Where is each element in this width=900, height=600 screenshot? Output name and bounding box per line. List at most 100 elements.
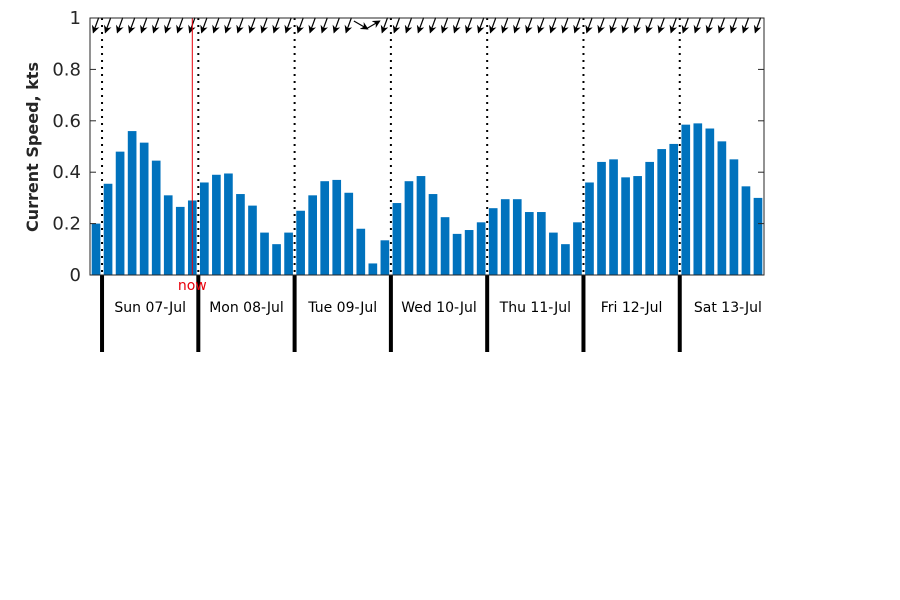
bar [260,232,269,275]
direction-arrow [404,17,413,34]
direction-arrow [212,17,220,34]
direction-arrow [489,17,497,34]
day-label: Fri 12-Jul [601,300,663,316]
bar [272,244,281,275]
y-tick-label: 0 [70,265,81,286]
direction-arrow [681,17,690,34]
direction-arrow [657,17,666,34]
direction-arrow [609,17,617,34]
now-label: now [178,278,207,294]
direction-arrow [224,17,232,34]
bar [500,199,510,275]
bar [512,199,522,275]
bar [633,176,642,275]
direction-arrow [705,17,714,34]
direction-arrow [152,17,160,34]
bar [681,124,691,275]
bar [344,192,354,275]
bar [115,151,125,275]
bar [753,197,763,275]
bar [669,143,679,275]
bar [248,205,257,275]
bar [741,186,751,275]
y-axis: 0 0.2 0.4 0.6 0.8 1 [52,8,764,286]
direction-arrow [693,17,702,34]
direction-arrow [140,17,148,34]
direction-arrow [260,17,268,34]
direction-arrow [91,17,100,34]
direction-arrow [513,17,521,34]
bar [296,210,305,275]
direction-arrow [392,17,401,34]
direction-arrow [549,17,557,34]
bar [573,222,582,275]
direction-arrow [729,17,738,34]
direction-arrow [308,17,317,34]
y-tick-label: 0.8 [52,59,81,80]
bar [645,161,654,275]
direction-arrow [753,17,762,34]
plot-area-frame [89,17,765,276]
direction-arrow [501,17,509,34]
direction-arrow [477,17,485,34]
bar [476,222,486,275]
direction-arrow [248,17,256,34]
bar [416,176,426,275]
direction-arrow [332,17,341,34]
y-tick-label: 0.2 [52,214,81,235]
bar [308,195,317,275]
bar [717,141,727,275]
day-label: Sun 07-Jul [114,300,186,316]
bar [609,159,618,275]
direction-arrow [741,17,750,34]
direction-arrow [296,17,305,34]
bar [151,160,161,275]
direction-arrow [353,20,369,30]
y-tick-label: 0.6 [52,111,81,132]
bar [452,233,462,275]
bar [561,244,570,275]
bar [332,179,342,275]
direction-arrow [200,17,208,34]
direction-arrow [365,20,381,30]
direction-arrow [525,17,533,34]
direction-arrow [284,17,293,34]
bar [139,142,149,275]
direction-arrow [176,17,184,34]
direction-arrow [440,17,449,34]
bar [537,212,546,275]
day-label: Mon 08-Jul [209,300,284,316]
bar [597,161,606,275]
direction-arrow [585,17,593,34]
bar [127,131,137,275]
day-labels: Sun 07-Jul Mon 08-Jul Tue 09-Jul Wed 10-Jul… [114,300,762,316]
direction-arrow [633,17,642,34]
day-label: Wed 10-Jul [401,300,477,316]
bar [200,182,209,275]
direction-arrow [597,17,605,34]
now-marker: now [178,18,207,294]
direction-arrow [645,17,654,34]
bar [392,203,402,275]
direction-arrow [537,17,545,34]
bar [440,217,450,275]
bar [212,174,221,275]
direction-arrow [236,17,244,34]
direction-arrow [320,17,329,34]
bar [464,230,474,275]
direction-arrow [428,17,437,34]
bar [224,173,233,275]
bar [368,263,378,275]
bar [175,206,185,275]
bar [693,123,703,276]
direction-arrow [452,17,461,34]
direction-arrow [272,17,280,34]
y-tick-label: 0.4 [52,162,81,183]
bar [549,232,558,275]
direction-arrow [115,17,124,34]
bar [621,177,630,275]
bar [163,195,173,275]
direction-arrow [344,17,353,34]
day-label: Tue 09-Jul [307,300,377,316]
